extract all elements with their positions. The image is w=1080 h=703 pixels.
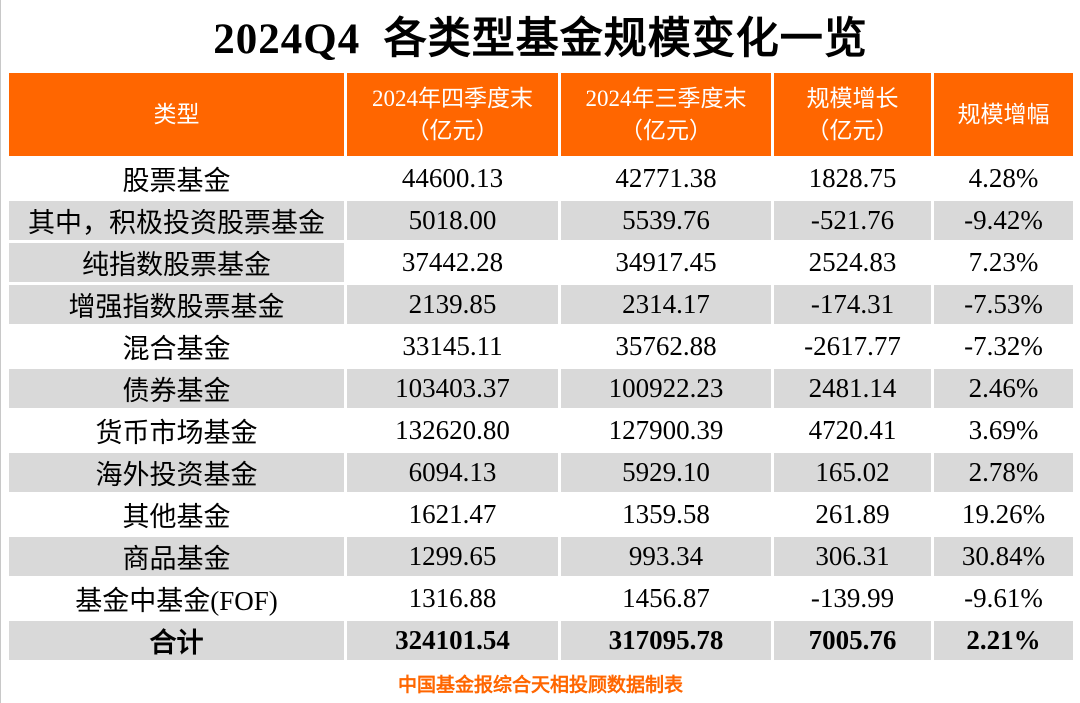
table-row: 货币市场基金 132620.80 127900.39 4720.41 3.69% — [9, 411, 1073, 450]
cell-growth-value: 2524.83 — [774, 243, 931, 282]
source-credit: 中国基金报综合天相投顾数据制表 — [397, 675, 683, 696]
cell-growth-value: 4720.41 — [774, 411, 931, 450]
table-row: 股票基金 44600.13 42771.38 1828.75 4.28% — [9, 159, 1073, 198]
table-body: 股票基金 44600.13 42771.38 1828.75 4.28% 其中，积极投资股… — [9, 159, 1073, 660]
cell-q4-end-value: 2139.85 — [347, 285, 558, 324]
cell-type: 混合基金 — [9, 327, 344, 366]
table-row: 债券基金 103403.37 100922.23 2481.14 2.46% — [9, 369, 1073, 408]
cell-q4-end-value: 33145.11 — [347, 327, 558, 366]
cell-growth-pct-value: -9.61% — [934, 579, 1073, 618]
cell-q4-end-value: 324101.54 — [347, 621, 558, 660]
cell-growth-pct-value: 30.84% — [934, 537, 1073, 576]
cell-growth-pct-value: -9.42% — [934, 201, 1073, 240]
cell-growth-pct-value: 4.28% — [934, 159, 1073, 198]
cell-growth-value: 306.31 — [774, 537, 931, 576]
table-row: 商品基金 1299.65 993.34 306.31 30.84% — [9, 537, 1073, 576]
table-row: 其他基金 1621.47 1359.58 261.89 19.26% — [9, 495, 1073, 534]
cell-type: 其中，积极投资股票基金 — [9, 201, 344, 240]
table-row: 增强指数股票基金 2139.85 2314.17 -174.31 -7.53% — [9, 285, 1073, 324]
fund-size-table: 类型 2024年四季度末 （亿元） 2024年三季度末 （亿元） 规模增长 （亿元） … — [6, 70, 1076, 663]
cell-q4-end-value: 103403.37 — [347, 369, 558, 408]
cell-type: 股票基金 — [9, 159, 344, 198]
column-header-pct: 规模增幅 — [934, 73, 1073, 156]
cell-growth-pct-value: 7.23% — [934, 243, 1073, 282]
table-row: 纯指数股票基金 37442.28 34917.45 2524.83 7.23% — [9, 243, 1073, 282]
cell-type: 增强指数股票基金 — [9, 285, 344, 324]
cell-q4-end-value: 132620.80 — [347, 411, 558, 450]
cell-q3-end-value: 1359.58 — [561, 495, 771, 534]
cell-growth-value: -2617.77 — [774, 327, 931, 366]
cell-q3-end-value: 34917.45 — [561, 243, 771, 282]
cell-type: 货币市场基金 — [9, 411, 344, 450]
cell-growth-value: -174.31 — [774, 285, 931, 324]
table-row-total: 合计 324101.54 317095.78 7005.76 2.21% — [9, 621, 1073, 660]
cell-type: 合计 — [9, 621, 344, 660]
page-title: 2024Q4 各类型基金规模变化一览 — [213, 16, 868, 63]
cell-growth-pct-value: 19.26% — [934, 495, 1073, 534]
cell-q3-end-value: 127900.39 — [561, 411, 771, 450]
table-row: 基金中基金(FOF) 1316.88 1456.87 -139.99 -9.61% — [9, 579, 1073, 618]
cell-growth-value: -139.99 — [774, 579, 931, 618]
cell-q4-end-value: 1316.88 — [347, 579, 558, 618]
cell-q4-end-value: 6094.13 — [347, 453, 558, 492]
cell-growth-pct-value: -7.53% — [934, 285, 1073, 324]
cell-q3-end-value: 35762.88 — [561, 327, 771, 366]
table-header-row: 类型 2024年四季度末 （亿元） 2024年三季度末 （亿元） 规模增长 （亿元） … — [9, 73, 1073, 156]
cell-q3-end-value: 993.34 — [561, 537, 771, 576]
table-row: 混合基金 33145.11 35762.88 -2617.77 -7.32% — [9, 327, 1073, 366]
cell-growth-pct-value: -7.32% — [934, 327, 1073, 366]
cell-type: 纯指数股票基金 — [9, 243, 344, 282]
cell-growth-pct-value: 2.21% — [934, 621, 1073, 660]
cell-growth-pct-value: 2.78% — [934, 453, 1073, 492]
cell-growth-pct-value: 2.46% — [934, 369, 1073, 408]
cell-growth-value: 261.89 — [774, 495, 931, 534]
table-row: 其中，积极投资股票基金 5018.00 5539.76 -521.76 -9.42% — [9, 201, 1073, 240]
cell-type: 债券基金 — [9, 369, 344, 408]
cell-growth-value: 1828.75 — [774, 159, 931, 198]
cell-type: 其他基金 — [9, 495, 344, 534]
cell-q3-end-value: 100922.23 — [561, 369, 771, 408]
cell-growth-pct-value: 3.69% — [934, 411, 1073, 450]
cell-q3-end-value: 1456.87 — [561, 579, 771, 618]
cell-q3-end-value: 42771.38 — [561, 159, 771, 198]
cell-q4-end-value: 1299.65 — [347, 537, 558, 576]
cell-type: 基金中基金(FOF) — [9, 579, 344, 618]
table-row: 海外投资基金 6094.13 5929.10 165.02 2.78% — [9, 453, 1073, 492]
cell-growth-value: 2481.14 — [774, 369, 931, 408]
column-header-type: 类型 — [9, 73, 344, 156]
cell-q4-end-value: 1621.47 — [347, 495, 558, 534]
cell-q4-end-value: 44600.13 — [347, 159, 558, 198]
cell-q3-end-value: 317095.78 — [561, 621, 771, 660]
cell-q3-end-value: 5539.76 — [561, 201, 771, 240]
cell-growth-value: 165.02 — [774, 453, 931, 492]
cell-type: 海外投资基金 — [9, 453, 344, 492]
cell-growth-value: -521.76 — [774, 201, 931, 240]
cell-q3-end-value: 5929.10 — [561, 453, 771, 492]
cell-q3-end-value: 2314.17 — [561, 285, 771, 324]
column-header-growth: 规模增长 （亿元） — [774, 73, 931, 156]
cell-type: 商品基金 — [9, 537, 344, 576]
cell-q4-end-value: 5018.00 — [347, 201, 558, 240]
cell-q4-end-value: 37442.28 — [347, 243, 558, 282]
cell-growth-value: 7005.76 — [774, 621, 931, 660]
column-header-q3-end: 2024年三季度末 （亿元） — [561, 73, 771, 156]
column-header-q4-end: 2024年四季度末 （亿元） — [347, 73, 558, 156]
